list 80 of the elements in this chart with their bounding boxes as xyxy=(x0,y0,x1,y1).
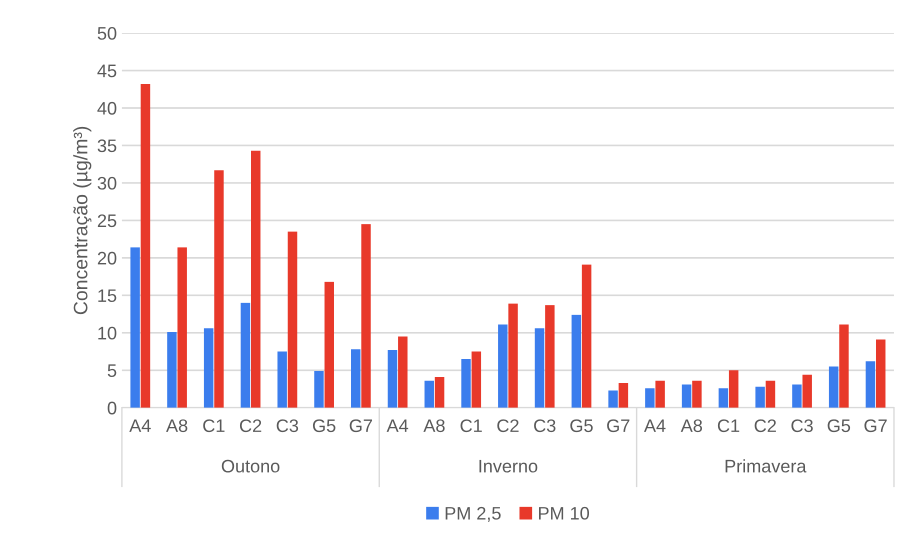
x-tick-label: A4 xyxy=(129,420,151,432)
bar xyxy=(250,150,260,408)
legend-label: PM 2,5 xyxy=(446,506,501,522)
bar xyxy=(545,305,555,408)
bar xyxy=(572,314,582,408)
bar xyxy=(534,328,544,408)
bar xyxy=(288,232,298,408)
bar xyxy=(388,350,398,408)
x-tick-label: G5 xyxy=(570,419,593,432)
bar xyxy=(398,336,408,408)
x-tick-label: C2 xyxy=(754,419,776,432)
x-tick-label: C3 xyxy=(276,419,298,432)
bar xyxy=(140,84,150,408)
text: Primavera xyxy=(726,459,806,473)
x-tick-label: C3 xyxy=(534,419,556,432)
bar xyxy=(498,324,508,408)
x-tick-label: C1 xyxy=(203,419,224,432)
bar xyxy=(424,380,434,408)
bar xyxy=(130,247,140,408)
bar xyxy=(766,380,776,408)
y-tick-label: 0 xyxy=(108,402,116,414)
y-tick-label: 35 xyxy=(98,139,116,152)
y-tick-label: 15 xyxy=(98,289,116,302)
bar xyxy=(324,282,334,408)
bar xyxy=(167,332,177,408)
bar xyxy=(461,359,471,408)
x-tick-label: G7 xyxy=(864,419,887,432)
bar xyxy=(434,377,444,408)
bar xyxy=(682,384,692,408)
y-tick-label: 5 xyxy=(108,364,116,377)
bar xyxy=(655,380,665,408)
y-tick-label: 30 xyxy=(98,176,116,190)
y-tick-label: 40 xyxy=(97,102,116,115)
bar xyxy=(608,390,618,408)
x-tick-label: A8 xyxy=(423,419,445,432)
x-tick-label: A8 xyxy=(680,419,702,432)
bar xyxy=(866,361,876,408)
x-tick-label: A8 xyxy=(166,419,188,432)
x-tick-label: G7 xyxy=(607,419,630,432)
bar xyxy=(802,374,812,408)
x-tick-label: C2 xyxy=(240,419,262,432)
y-tick-label: 10 xyxy=(98,326,116,340)
bar xyxy=(277,352,287,408)
bar xyxy=(692,380,702,408)
bar xyxy=(177,247,187,408)
text: Outono xyxy=(222,460,280,473)
x-tick-label: A4 xyxy=(386,420,408,432)
bar xyxy=(755,386,765,408)
bar xyxy=(350,349,360,408)
bar xyxy=(839,324,849,408)
y-axis-title: Concentração (µg/m³) xyxy=(73,126,92,314)
x-tick-label: C1 xyxy=(460,419,482,432)
bar xyxy=(472,352,482,408)
bar xyxy=(828,366,838,408)
bar xyxy=(214,170,224,408)
x-tick-label: G5 xyxy=(828,419,850,432)
bar xyxy=(876,340,886,408)
y-tick-label: 45 xyxy=(97,64,116,78)
legend-label: PM 10 xyxy=(539,506,590,520)
bar xyxy=(718,388,728,408)
x-tick-label: C2 xyxy=(497,419,519,432)
x-tick-label: G7 xyxy=(350,419,372,432)
x-tick-label: A4 xyxy=(644,420,666,432)
bar xyxy=(204,328,214,408)
y-tick-label: 25 xyxy=(98,214,116,228)
bar xyxy=(508,304,518,408)
x-tick-label: G5 xyxy=(312,419,336,432)
bar xyxy=(618,383,628,408)
y-tick-label: 20 xyxy=(98,252,116,265)
bar xyxy=(582,264,592,408)
x-tick-label: C1 xyxy=(718,419,740,432)
bar xyxy=(792,384,802,408)
y-tick-label: 50 xyxy=(98,26,116,40)
x-tick-label: C3 xyxy=(791,419,813,432)
bar xyxy=(361,224,371,408)
bar xyxy=(240,302,250,408)
text: Inverno xyxy=(479,460,538,473)
bar xyxy=(645,388,655,408)
bar xyxy=(314,371,324,408)
bar xyxy=(728,370,738,408)
